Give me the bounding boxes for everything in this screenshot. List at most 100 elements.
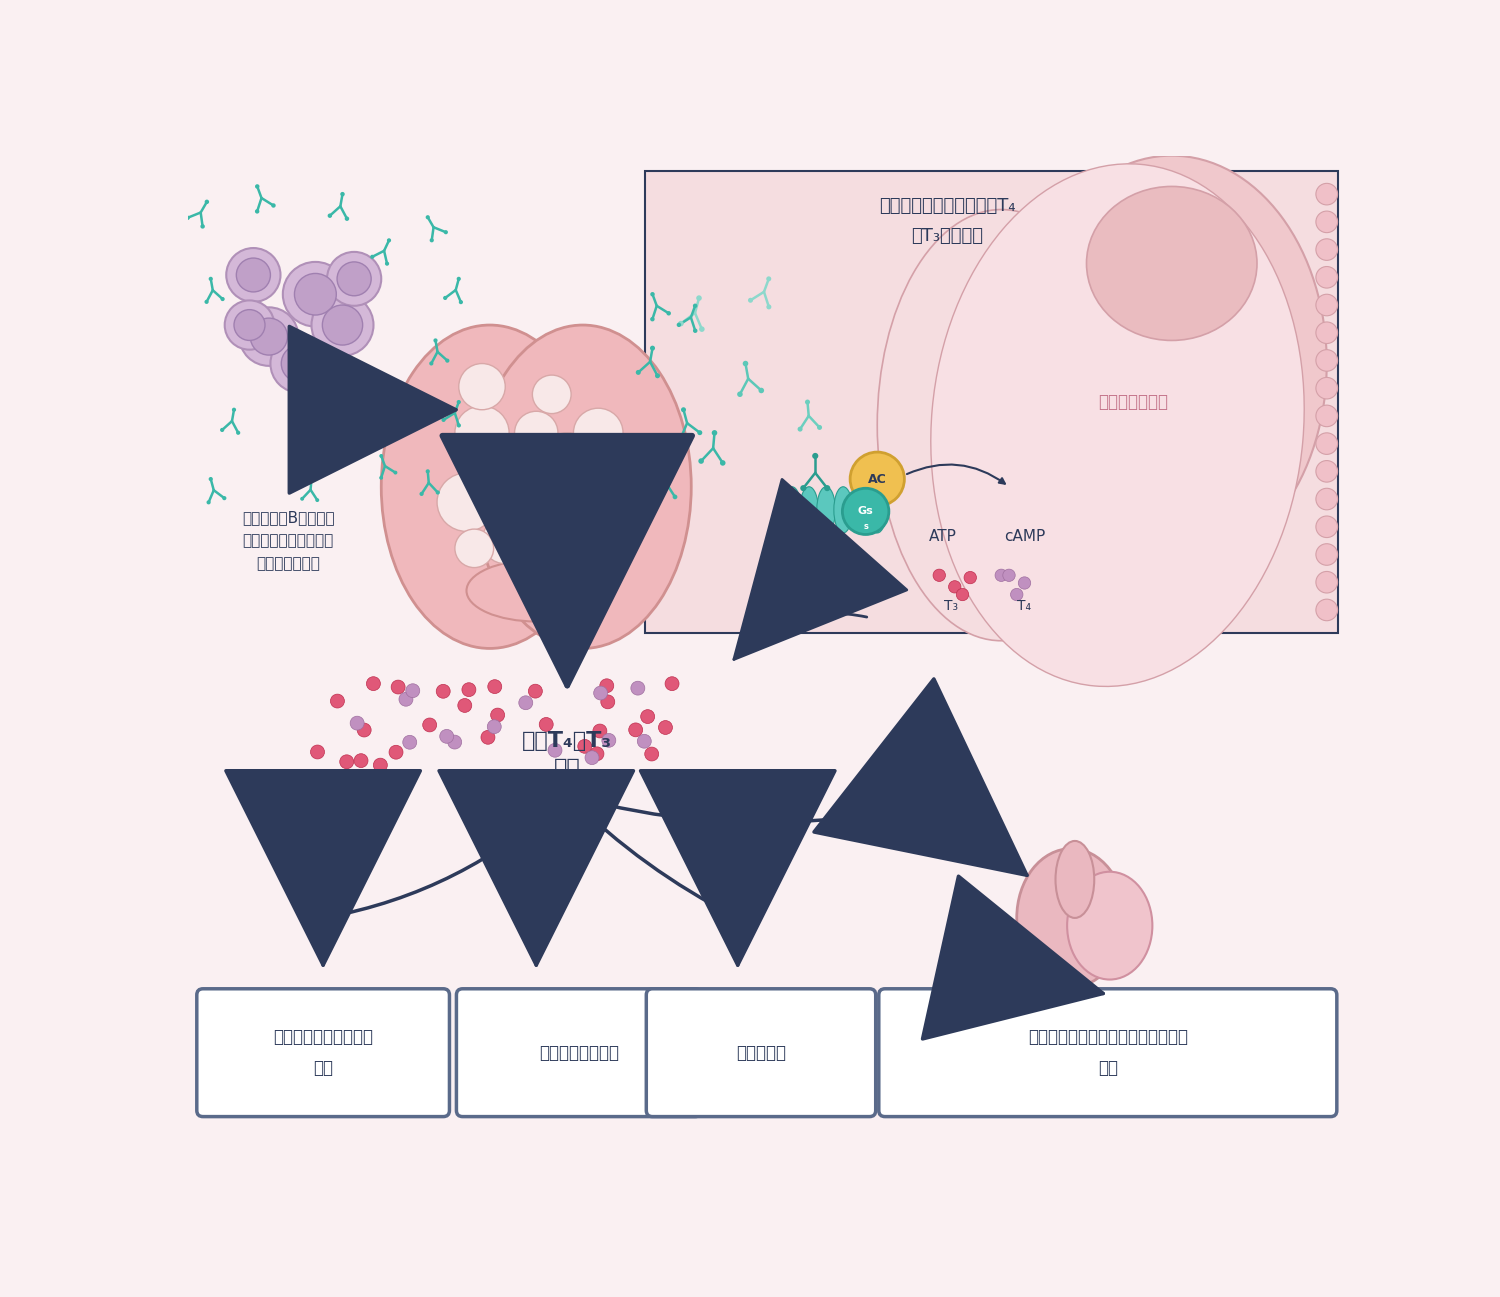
Circle shape [528,685,543,698]
Circle shape [681,407,686,412]
Circle shape [300,497,304,501]
Circle shape [423,719,436,732]
Circle shape [1316,460,1338,482]
Circle shape [456,399,460,405]
Circle shape [1316,433,1338,454]
Ellipse shape [1017,848,1125,987]
Circle shape [519,695,532,709]
Circle shape [1316,350,1338,371]
Circle shape [766,305,771,310]
Text: s: s [862,523,868,532]
Circle shape [1316,405,1338,427]
Circle shape [251,318,288,355]
FancyBboxPatch shape [646,988,876,1117]
Circle shape [592,724,608,738]
Circle shape [514,411,558,454]
Circle shape [429,362,433,366]
Circle shape [933,569,945,581]
Ellipse shape [878,210,1125,641]
Ellipse shape [850,486,870,533]
Circle shape [393,471,398,475]
Circle shape [338,262,370,296]
Circle shape [426,470,430,473]
Circle shape [538,717,554,732]
Circle shape [548,743,562,757]
Text: cAMP: cAMP [1004,529,1046,545]
Circle shape [844,802,879,835]
Ellipse shape [381,326,598,648]
Circle shape [656,374,660,379]
Circle shape [392,680,405,694]
Circle shape [255,184,260,188]
Circle shape [964,572,976,584]
Ellipse shape [1017,156,1326,572]
Text: 和T₃生成失调: 和T₃生成失调 [910,227,982,245]
Circle shape [602,695,615,708]
Text: 恶心、呕吐和腹痛: 恶心、呕吐和腹痛 [538,1044,620,1062]
Text: 自身反应性B细胞生成: 自身反应性B细胞生成 [242,510,334,525]
Circle shape [664,677,680,690]
Circle shape [766,276,771,281]
Circle shape [370,254,375,259]
Circle shape [386,262,388,266]
Circle shape [462,682,476,696]
Text: −: − [852,808,871,827]
Circle shape [357,724,370,737]
Circle shape [226,248,280,302]
Circle shape [628,722,642,737]
Circle shape [818,425,822,429]
Circle shape [632,681,645,695]
Circle shape [426,215,430,219]
FancyBboxPatch shape [645,171,1338,633]
Circle shape [340,192,345,196]
Text: 增加: 增加 [554,757,580,778]
Text: ATP: ATP [928,529,957,545]
Circle shape [456,423,460,428]
Circle shape [948,581,962,593]
Circle shape [651,292,654,297]
Circle shape [585,751,598,765]
Circle shape [433,339,438,342]
Circle shape [698,431,702,436]
Circle shape [594,686,608,700]
Circle shape [676,323,681,327]
FancyBboxPatch shape [879,988,1336,1117]
Circle shape [440,729,453,743]
Ellipse shape [1056,840,1094,918]
Circle shape [1004,569,1016,581]
Circle shape [1316,266,1338,288]
Circle shape [519,562,554,597]
Circle shape [636,370,640,375]
Text: +: + [408,401,424,419]
Circle shape [693,303,698,307]
Text: 抑制: 抑制 [1098,1060,1118,1077]
Circle shape [447,735,462,748]
Circle shape [490,708,504,722]
Circle shape [294,274,336,315]
Text: 减轻: 减轻 [314,1060,333,1077]
Circle shape [578,739,591,754]
Circle shape [1316,543,1338,565]
Circle shape [309,477,314,481]
Circle shape [550,616,585,650]
Text: +: + [560,624,576,642]
FancyBboxPatch shape [188,156,1350,1154]
FancyBboxPatch shape [196,988,450,1117]
Circle shape [672,494,678,499]
Circle shape [699,327,705,332]
Circle shape [388,746,404,759]
Circle shape [748,298,753,302]
Circle shape [310,744,324,759]
Circle shape [1316,322,1338,344]
Circle shape [204,300,209,303]
Circle shape [812,453,819,459]
Text: 焦虑和激越: 焦虑和激越 [736,1044,786,1062]
Circle shape [650,316,654,322]
Circle shape [406,684,420,698]
Circle shape [1316,211,1338,232]
Circle shape [234,310,266,340]
Ellipse shape [800,486,819,533]
FancyBboxPatch shape [456,988,702,1117]
Ellipse shape [783,486,801,533]
Circle shape [255,209,260,214]
